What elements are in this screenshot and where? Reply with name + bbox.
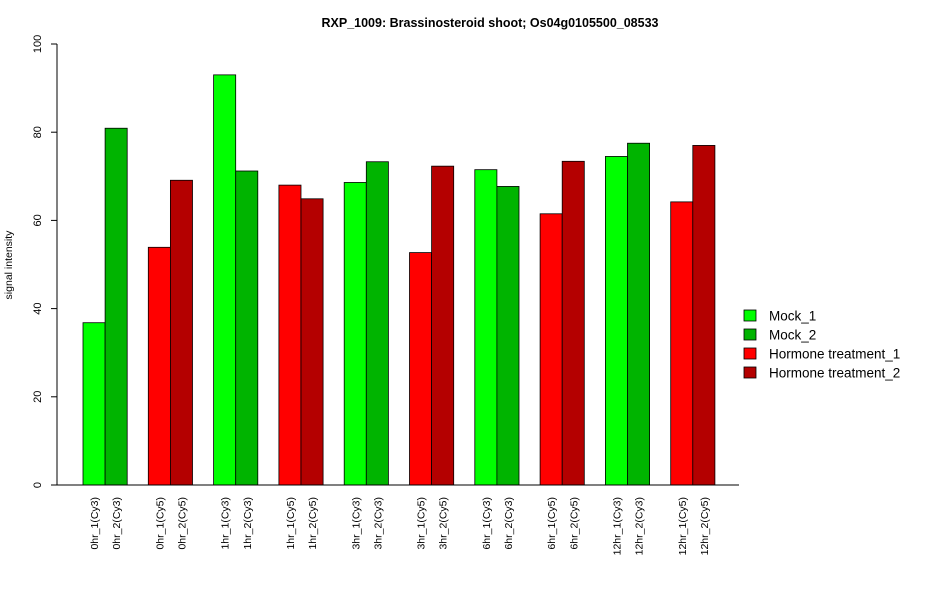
bar [278, 184, 302, 486]
legend-swatch [743, 309, 757, 322]
y-tick-label: 0 [32, 482, 44, 488]
y-axis-label: signal intensity [3, 230, 15, 300]
y-tick-label: 80 [32, 126, 44, 138]
x-tick-label: 3hr_1(Cy3) [350, 497, 362, 550]
x-tick-label: 12hr_1(Cy3) [611, 497, 623, 555]
y-axis: 0 20 40 60 80 100 [32, 35, 58, 488]
bar [409, 252, 433, 486]
bar [104, 127, 128, 486]
legend-label: Mock_1 [769, 309, 816, 324]
x-tick-label: 0hr_2(Cy3) [111, 497, 123, 550]
bar [605, 156, 628, 486]
chart-title: RXP_1009: Brassinosteroid shoot; Os04g01… [322, 16, 659, 30]
bar [147, 246, 171, 486]
bar [169, 179, 193, 486]
bar [627, 142, 651, 486]
bar [692, 145, 716, 486]
bar [474, 169, 498, 486]
bars [82, 74, 716, 486]
y-tick-label: 100 [32, 35, 44, 53]
bar [300, 198, 324, 486]
x-tick-label: 1hr_2(Cy5) [307, 497, 319, 550]
x-tick-label: 3hr_1(Cy5) [416, 497, 428, 550]
x-tick-label: 6hr_2(Cy5) [568, 497, 580, 550]
bar [561, 160, 585, 486]
x-tick-label: 0hr_1(Cy3) [89, 497, 101, 550]
x-tick-label: 1hr_1(Cy3) [220, 497, 232, 550]
bar [343, 182, 367, 486]
y-tick-label: 60 [32, 214, 44, 226]
bar [496, 186, 520, 486]
legend-label: Mock_2 [769, 328, 816, 343]
legend-label: Hormone treatment_2 [769, 366, 900, 381]
x-tick-label: 6hr_2(Cy3) [503, 497, 515, 550]
x-tick-label: 12hr_1(Cy5) [677, 497, 689, 555]
x-tick-label: 6hr_1(Cy3) [481, 497, 493, 550]
legend-swatch [743, 328, 757, 341]
legend-swatch [743, 347, 757, 360]
x-tick-label: 1hr_1(Cy5) [285, 497, 297, 550]
legend: Mock_1 Mock_2 Hormone treatment_1 Hormone t… [743, 309, 900, 381]
x-tick-labels: 0hr_1(Cy3) 0hr_2(Cy3) 0hr_1(Cy5) 0hr_2(Cy5)… [89, 497, 711, 555]
y-tick-label: 20 [32, 391, 44, 403]
x-tick-label: 6hr_1(Cy5) [546, 497, 558, 550]
x-tick-label: 1hr_2(Cy3) [242, 497, 254, 550]
x-tick-label: 3hr_2(Cy3) [372, 497, 384, 550]
bar [431, 165, 455, 486]
bar [213, 74, 237, 486]
bar [235, 170, 259, 486]
x-tick-label: 12hr_2(Cy5) [699, 497, 711, 555]
bar [539, 213, 563, 486]
x-tick-label: 0hr_1(Cy5) [154, 497, 166, 550]
legend-swatch [743, 366, 757, 379]
y-tick-label: 40 [32, 302, 44, 314]
bar [365, 161, 389, 486]
x-tick-label: 3hr_2(Cy5) [438, 497, 450, 550]
x-tick-label: 12hr_2(Cy3) [634, 497, 646, 555]
bar [82, 322, 106, 486]
x-tick-label: 0hr_2(Cy5) [176, 497, 188, 550]
legend-label: Hormone treatment_1 [769, 347, 900, 362]
bar [670, 201, 694, 486]
